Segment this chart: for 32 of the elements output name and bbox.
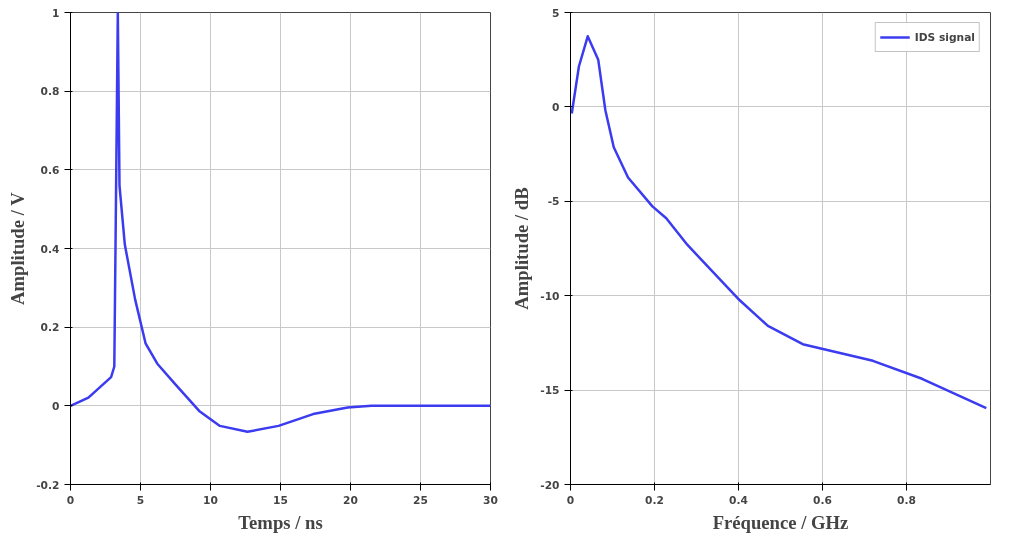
- x-tick-label: 20: [343, 493, 358, 507]
- x-tick-label: 0: [66, 493, 75, 507]
- x-tick-label: 25: [413, 493, 428, 507]
- y-tick-label: 5: [552, 6, 560, 20]
- line-series: [70, 12, 491, 434]
- y-tick-label: 0.2: [40, 321, 60, 335]
- y-tick-label: -0.2: [36, 478, 60, 492]
- x-tick-label: 15: [273, 493, 288, 507]
- x-tick-label: 5: [136, 493, 145, 507]
- y-tick-label: 1: [52, 6, 60, 20]
- y-tick-label: -5: [547, 195, 560, 209]
- x-axis-title: Temps / ns: [238, 511, 323, 533]
- y-axis-title: Amplitude / dB: [511, 187, 533, 310]
- x-tick-label: 0.4: [729, 493, 748, 507]
- y-tick-label: -10: [540, 289, 560, 303]
- y-tick-label: 0.6: [40, 163, 60, 177]
- legend-label: IDS signal: [914, 30, 975, 44]
- y-tick-label: 0.8: [40, 85, 60, 99]
- x-tick-label: 0.2: [645, 493, 664, 507]
- line-series: [570, 35, 988, 410]
- x-tick-label: 0.6: [813, 493, 832, 507]
- y-tick-label: 0: [552, 100, 560, 114]
- y-tick-label: 0: [52, 399, 60, 413]
- x-tick-label: 10: [203, 493, 218, 507]
- x-tick-label: 0: [566, 493, 575, 507]
- x-tick-label: 0.8: [897, 493, 916, 507]
- y-tick-label: -20: [540, 478, 560, 492]
- y-axis-title: Amplitude / V: [7, 191, 29, 305]
- y-tick-label: -15: [540, 384, 560, 398]
- x-axis-title: Fréquence / GHz: [712, 511, 849, 533]
- x-tick-label: 30: [483, 493, 498, 507]
- y-tick-label: 0.4: [40, 242, 60, 256]
